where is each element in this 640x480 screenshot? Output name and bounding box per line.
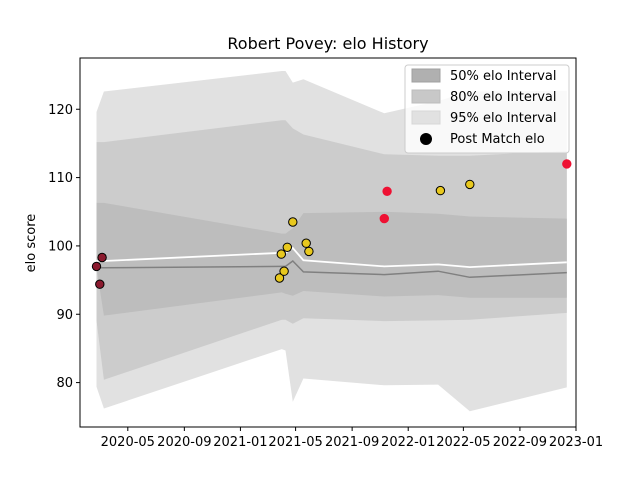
match-point bbox=[91, 261, 102, 272]
match-point bbox=[435, 185, 446, 196]
y-tick-label: 80 bbox=[56, 376, 73, 391]
x-tick-label: 2021-01 bbox=[213, 435, 267, 450]
legend-label-80: 80% elo Interval bbox=[450, 90, 557, 105]
plot-area bbox=[91, 71, 572, 412]
y-tick-label: 120 bbox=[48, 103, 73, 118]
axes-frame bbox=[79, 57, 577, 428]
trend-lines-layer bbox=[96, 246, 567, 279]
y-tick-label: 100 bbox=[48, 239, 73, 254]
match-point bbox=[301, 238, 311, 248]
x-tick-label: 2022-01 bbox=[381, 435, 435, 450]
interval-50-band-layer bbox=[96, 202, 567, 316]
x-tick-label: 2022-09 bbox=[493, 435, 547, 450]
x-tick-label: 2020-09 bbox=[157, 435, 211, 450]
y-tick-label: 90 bbox=[56, 308, 73, 323]
match-point bbox=[282, 242, 292, 253]
legend-marker-post-match bbox=[420, 133, 432, 145]
match-point bbox=[379, 213, 389, 224]
legend-label-50: 50% elo Interval bbox=[450, 69, 557, 84]
match-point bbox=[562, 159, 572, 169]
mean-elo-line bbox=[96, 246, 567, 269]
x-tick-label: 2020-05 bbox=[101, 435, 155, 450]
legend-swatch-80 bbox=[411, 89, 441, 104]
y-axis-ticks: 80 90 100 110 120 bbox=[48, 103, 80, 391]
y-axis-label: elo score bbox=[24, 214, 39, 273]
match-points-layer bbox=[91, 159, 572, 289]
x-tick-label: 2023-01 bbox=[549, 435, 603, 450]
match-point bbox=[276, 249, 286, 259]
legend-swatch-50 bbox=[411, 68, 441, 83]
match-point bbox=[288, 217, 298, 227]
legend: 50% elo Interval 80% elo Interval 95% el… bbox=[404, 64, 570, 154]
match-point bbox=[97, 252, 107, 263]
x-tick-label: 2022-05 bbox=[436, 435, 490, 450]
legend-label-95: 95% elo Interval bbox=[450, 111, 557, 126]
match-point bbox=[95, 279, 105, 289]
legend-frame bbox=[404, 64, 570, 154]
match-point bbox=[465, 179, 475, 190]
match-point bbox=[382, 186, 392, 197]
match-point bbox=[279, 266, 289, 276]
match-point bbox=[274, 273, 285, 283]
x-tick-label: 2021-09 bbox=[325, 435, 379, 450]
legend-swatch-95 bbox=[411, 110, 441, 125]
y-tick-label: 110 bbox=[48, 171, 73, 186]
legend-label-post-match: Post Match elo bbox=[450, 132, 545, 147]
x-axis-ticks: 2020-05 2020-09 2021-01 2021-05 2021-09 2022-… bbox=[101, 427, 603, 450]
median-elo-line bbox=[96, 260, 567, 279]
interval-50-band bbox=[96, 202, 567, 316]
chart-title: Robert Povey: elo History bbox=[227, 34, 428, 53]
match-point bbox=[304, 246, 314, 257]
x-tick-label: 2021-05 bbox=[268, 435, 322, 450]
